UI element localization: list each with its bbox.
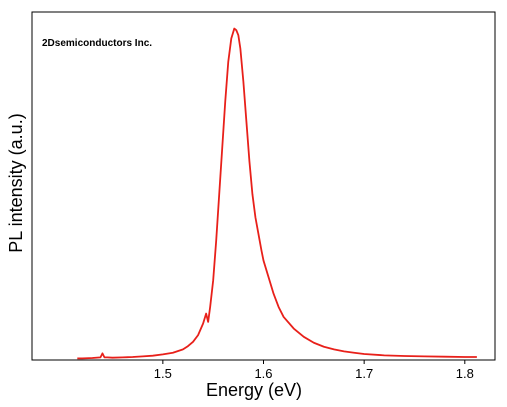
x-tick-label: 1.8 [456, 366, 474, 381]
series-layer [77, 27, 477, 360]
x-tick-label: 1.7 [355, 366, 373, 381]
x-axis-title: Energy (eV) [206, 380, 302, 400]
chart-annotation: 2Dsemiconductors Inc. [42, 38, 152, 49]
x-tick-label: 1.6 [254, 366, 272, 381]
y-axis-title: PL intensity (a.u.) [6, 113, 26, 252]
plot-frame [31, 11, 496, 361]
pl-series-line [77, 27, 477, 360]
x-tick-label: 1.5 [154, 366, 172, 381]
x-axis-ticks: 1.5 1.6 1.7 1.8 [154, 360, 474, 381]
